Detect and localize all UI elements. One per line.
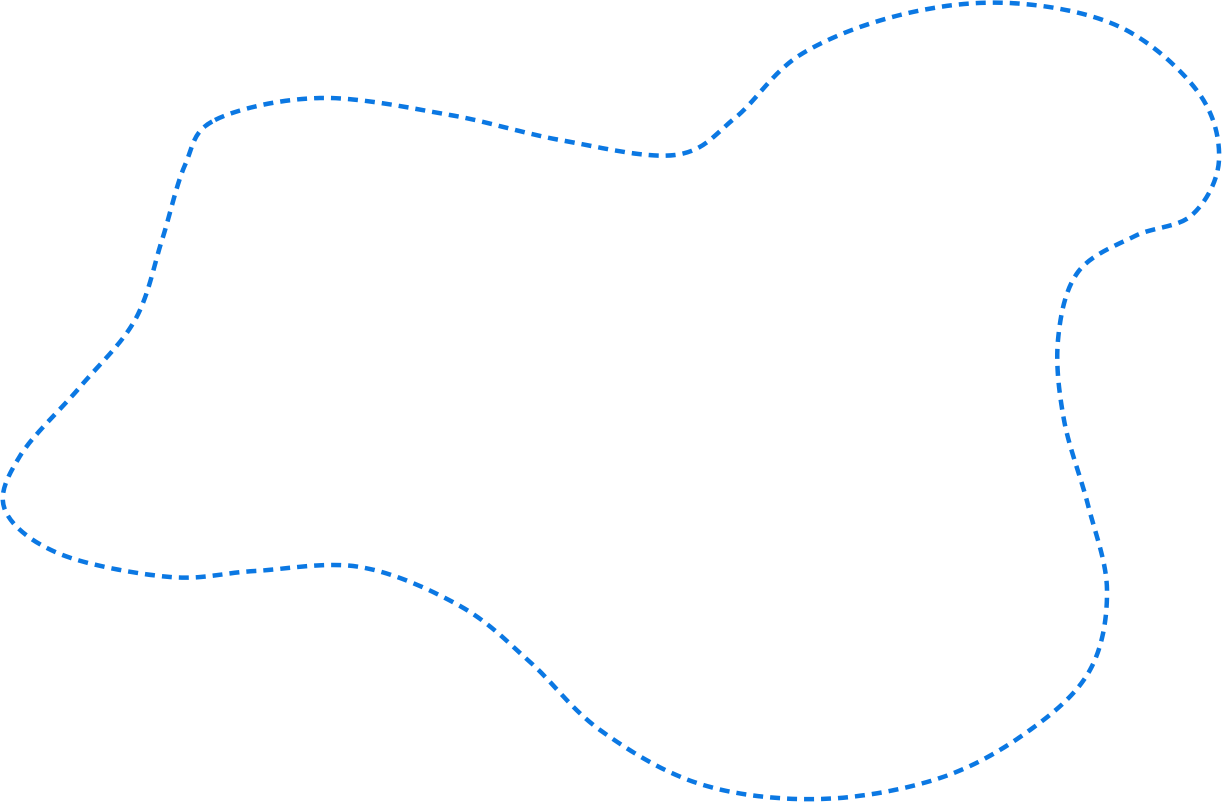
blob-canvas [0, 0, 1222, 802]
dashed-blob-outline [0, 0, 1222, 802]
